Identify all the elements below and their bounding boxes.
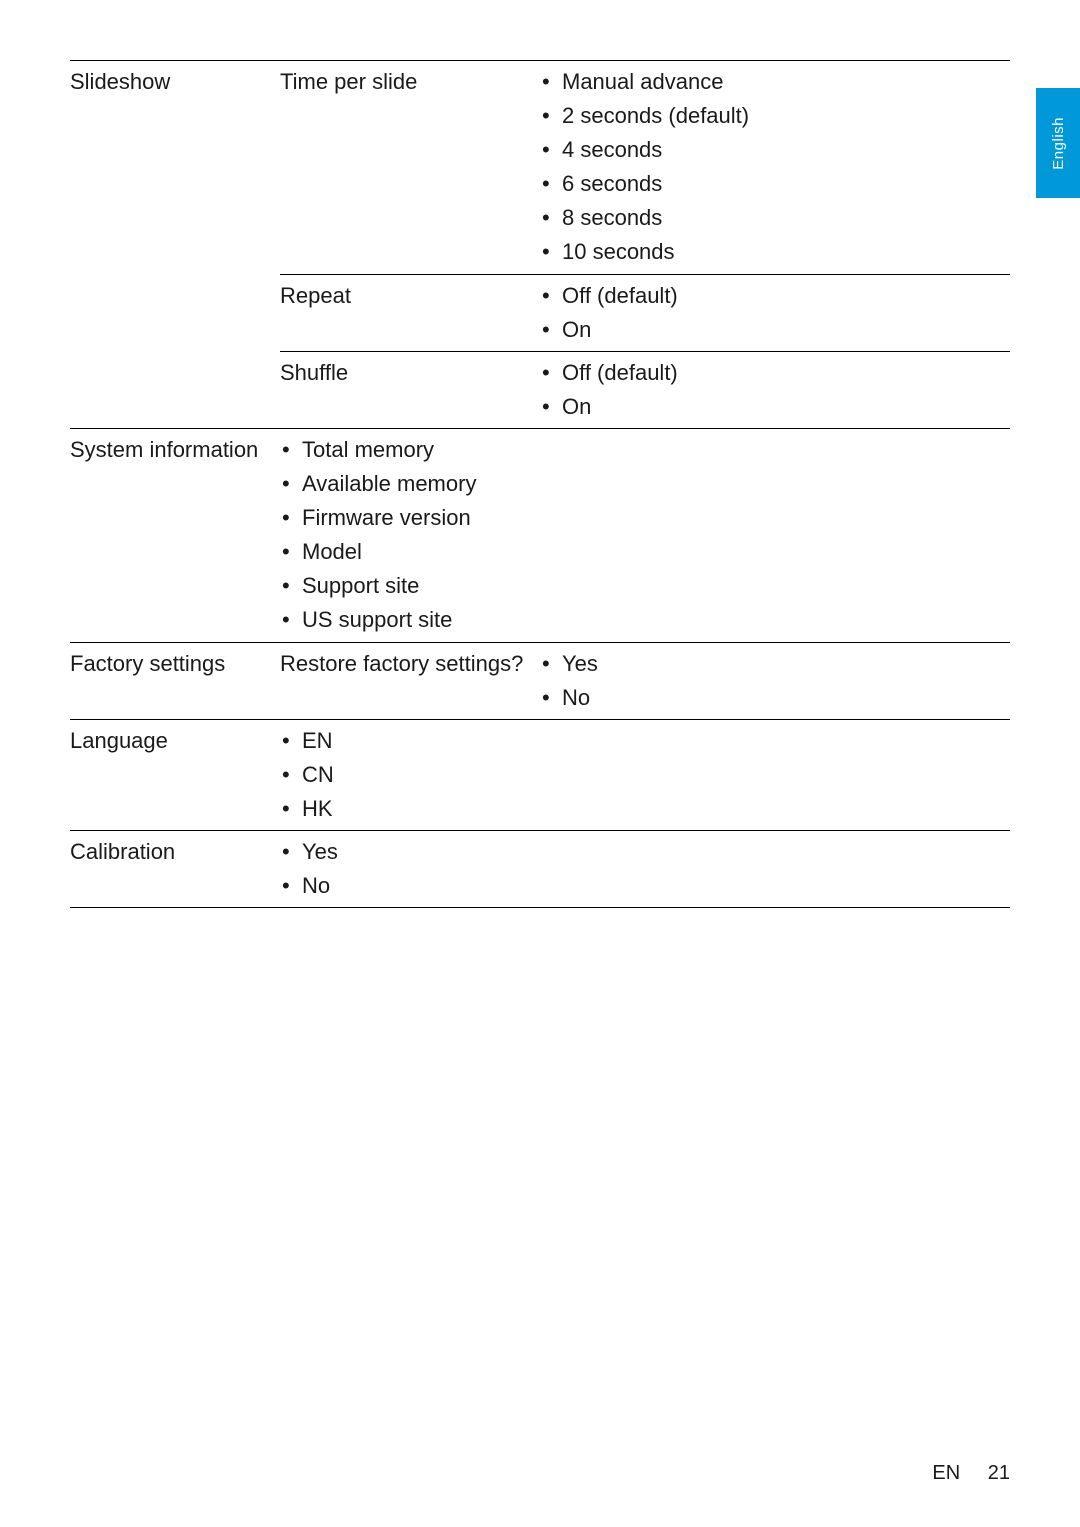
- table-row: Language EN CN HK: [70, 719, 1010, 830]
- list-item: Firmware version: [280, 501, 1004, 535]
- list-item: No: [280, 869, 1004, 903]
- options-list: Yes No: [540, 647, 1004, 715]
- options-list: Off (default) On: [540, 279, 1004, 347]
- list-item: CN: [280, 758, 1004, 792]
- setting-label: Factory settings: [70, 642, 280, 719]
- list-item: Total memory: [280, 433, 1004, 467]
- list-item: EN: [280, 724, 1004, 758]
- setting-label: Calibration: [70, 830, 280, 907]
- list-item: HK: [280, 792, 1004, 826]
- subsetting-label: Restore factory settings?: [280, 642, 540, 719]
- options-list: Manual advance 2 seconds (default) 4 sec…: [540, 65, 1004, 270]
- language-tab: English: [1036, 88, 1080, 198]
- table-row: Calibration Yes No: [70, 830, 1010, 907]
- options-list: Yes No: [280, 835, 1004, 903]
- list-item: Support site: [280, 569, 1004, 603]
- table-row: Repeat Off (default) On: [70, 274, 1010, 351]
- list-item: 6 seconds: [540, 167, 1004, 201]
- list-item: Available memory: [280, 467, 1004, 501]
- list-item: Off (default): [540, 279, 1004, 313]
- list-item: 8 seconds: [540, 201, 1004, 235]
- page: English Slideshow Time per slide Manual …: [0, 0, 1080, 1527]
- list-item: 4 seconds: [540, 133, 1004, 167]
- list-item: No: [540, 681, 1004, 715]
- options-list: EN CN HK: [280, 724, 1004, 826]
- footer-page-number: 21: [988, 1462, 1010, 1484]
- setting-label: System information: [70, 428, 280, 642]
- setting-label: Slideshow: [70, 61, 280, 275]
- list-item: 2 seconds (default): [540, 99, 1004, 133]
- list-item: 10 seconds: [540, 235, 1004, 269]
- table-row: Slideshow Time per slide Manual advance …: [70, 61, 1010, 275]
- list-item: Yes: [280, 835, 1004, 869]
- table-row: Factory settings Restore factory setting…: [70, 642, 1010, 719]
- list-item: Off (default): [540, 356, 1004, 390]
- list-item: Model: [280, 535, 1004, 569]
- page-footer: EN 21: [932, 1462, 1010, 1485]
- table-row: Shuffle Off (default) On: [70, 351, 1010, 428]
- list-item: Yes: [540, 647, 1004, 681]
- footer-lang: EN: [932, 1462, 960, 1484]
- setting-label: Language: [70, 719, 280, 830]
- list-item: On: [540, 390, 1004, 424]
- table-row: [70, 908, 1010, 909]
- list-item: On: [540, 313, 1004, 347]
- options-list: Total memory Available memory Firmware v…: [280, 433, 1004, 638]
- subsetting-label: Time per slide: [280, 61, 540, 275]
- list-item: Manual advance: [540, 65, 1004, 99]
- table-row: System information Total memory Availabl…: [70, 428, 1010, 642]
- list-item: US support site: [280, 603, 1004, 637]
- settings-table: Slideshow Time per slide Manual advance …: [70, 60, 1010, 908]
- subsetting-label: Shuffle: [280, 351, 540, 428]
- language-tab-label: English: [1050, 117, 1067, 170]
- options-list: Off (default) On: [540, 356, 1004, 424]
- subsetting-label: Repeat: [280, 274, 540, 351]
